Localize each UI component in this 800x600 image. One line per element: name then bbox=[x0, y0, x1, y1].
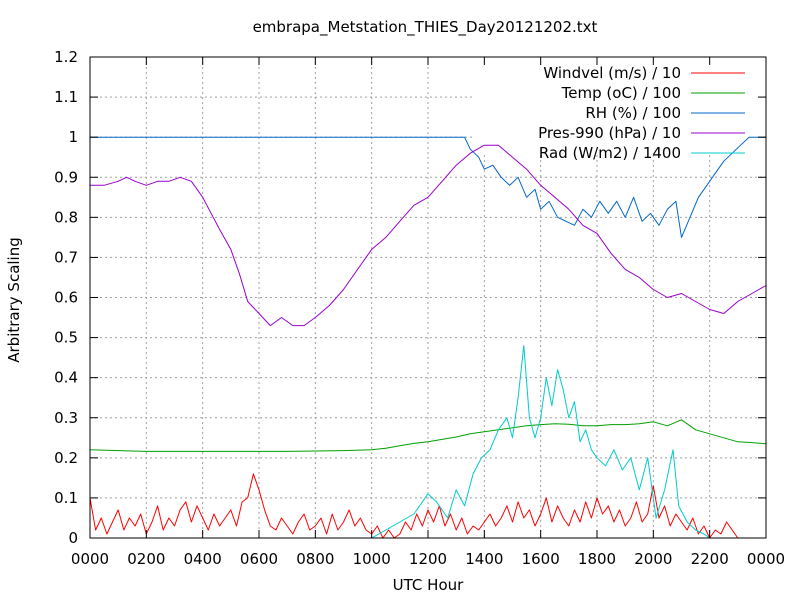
y-tick-label: 0.8 bbox=[54, 208, 78, 226]
legend-label: RH (%) / 100 bbox=[585, 104, 681, 122]
series-line-4 bbox=[90, 144, 767, 327]
series-line-5 bbox=[90, 345, 766, 539]
y-tick-label: 1.1 bbox=[54, 88, 78, 106]
series-line-1 bbox=[89, 473, 744, 539]
plot-area bbox=[89, 136, 767, 539]
x-tick-label: 1000 bbox=[353, 550, 391, 568]
y-tick-label: 0.6 bbox=[54, 289, 78, 307]
x-tick-label: 1200 bbox=[409, 550, 447, 568]
y-tick-label: 0 bbox=[68, 529, 78, 547]
y-tick-label: 0.4 bbox=[54, 369, 78, 387]
x-tick-label: 0800 bbox=[296, 550, 334, 568]
legend-label: Windvel (m/s) / 10 bbox=[543, 64, 681, 82]
y-tick-label: 1.2 bbox=[54, 48, 78, 66]
x-tick-label: 0200 bbox=[127, 550, 165, 568]
y-tick-label: 0.1 bbox=[54, 489, 78, 507]
x-tick-label: 1800 bbox=[578, 550, 616, 568]
y-tick-label: 0.2 bbox=[54, 449, 78, 467]
axes: 0 0.1 0.2 0.3 0.4 0.5 0.6 0.7 0.8 0.9 1 1.1 1.2 0000 0… bbox=[54, 48, 785, 568]
y-tick-label: 0.3 bbox=[54, 409, 78, 427]
chart-title: embrapa_Metstation_THIES_Day20121202.txt bbox=[253, 18, 598, 37]
x-tick-label: 2200 bbox=[691, 550, 729, 568]
series-line-3 bbox=[90, 136, 766, 238]
legend-label: Temp (oC) / 100 bbox=[561, 84, 681, 102]
x-tick-label: 0600 bbox=[240, 550, 278, 568]
x-tick-label: 1600 bbox=[522, 550, 560, 568]
x-tick-label: 0400 bbox=[184, 550, 222, 568]
x-axis-label: UTC Hour bbox=[393, 576, 464, 594]
y-tick-label: 0.7 bbox=[54, 248, 78, 266]
x-tick-label: 0000 bbox=[747, 550, 785, 568]
y-tick-label: 0.5 bbox=[54, 329, 78, 347]
y-tick-label: 1 bbox=[68, 128, 78, 146]
y-tick-label: 0.9 bbox=[54, 168, 78, 186]
x-tick-label: 0000 bbox=[71, 550, 109, 568]
legend-label: Pres-990 (hPa) / 10 bbox=[538, 124, 681, 142]
legend: Windvel (m/s) / 10 Temp (oC) / 100 RH (%) … bbox=[538, 64, 745, 162]
x-tick-label: 1400 bbox=[465, 550, 503, 568]
y-axis-label: Arbitrary Scaling bbox=[5, 237, 23, 363]
legend-label: Rad (W/m2) / 1400 bbox=[539, 144, 681, 162]
x-tick-label: 2000 bbox=[634, 550, 672, 568]
